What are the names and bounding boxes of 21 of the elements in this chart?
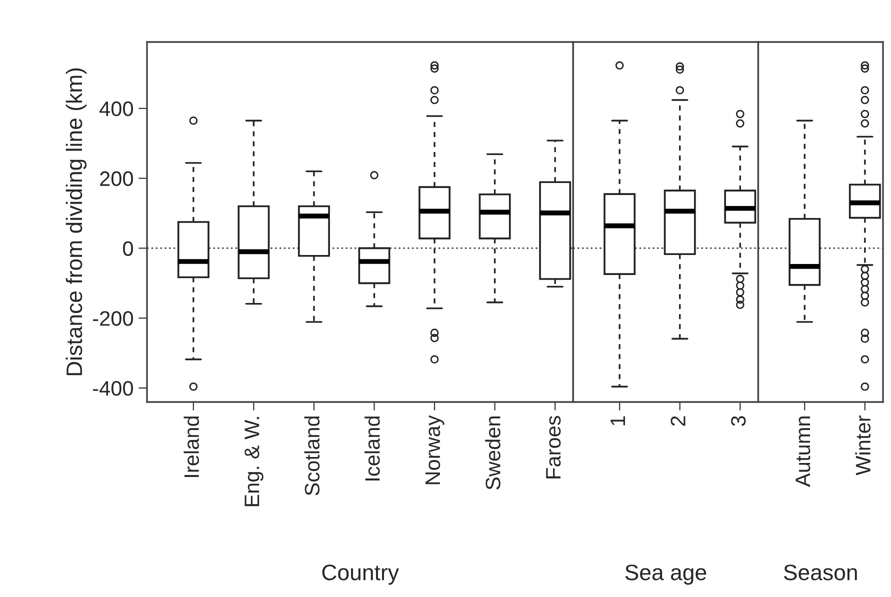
x-tick-label: 3 bbox=[730, 416, 746, 426]
x-axis-title: Season bbox=[784, 564, 857, 580]
y-tick-label: 400 bbox=[100, 101, 133, 116]
y-tick-label: 200 bbox=[100, 171, 133, 186]
x-tick-label: Autumn bbox=[796, 416, 810, 487]
x-tick-label: 1 bbox=[610, 416, 625, 426]
x-tick-label: Faroes bbox=[546, 416, 561, 478]
x-tick-label: Scotland bbox=[304, 416, 320, 496]
x-tick-label: Winter bbox=[855, 416, 871, 476]
x-tick-label: 2 bbox=[670, 416, 686, 426]
y-tick-label: 0 bbox=[123, 241, 133, 256]
x-tick-label: Sweden bbox=[485, 416, 500, 490]
y-tick-label: -400 bbox=[93, 381, 133, 396]
y-tick-label: -200 bbox=[93, 311, 133, 326]
x-tick-label: Norway bbox=[426, 415, 444, 484]
x-axis-title: Country bbox=[322, 564, 399, 585]
x-axis-title: Sea age bbox=[625, 564, 706, 585]
x-tick-label: Iceland bbox=[364, 416, 380, 480]
x-tick-label: Eng. & W. bbox=[244, 417, 264, 506]
x-tick-label: Ireland bbox=[184, 416, 200, 477]
y-axis-title: Distance from dividing line (km) bbox=[66, 68, 87, 376]
